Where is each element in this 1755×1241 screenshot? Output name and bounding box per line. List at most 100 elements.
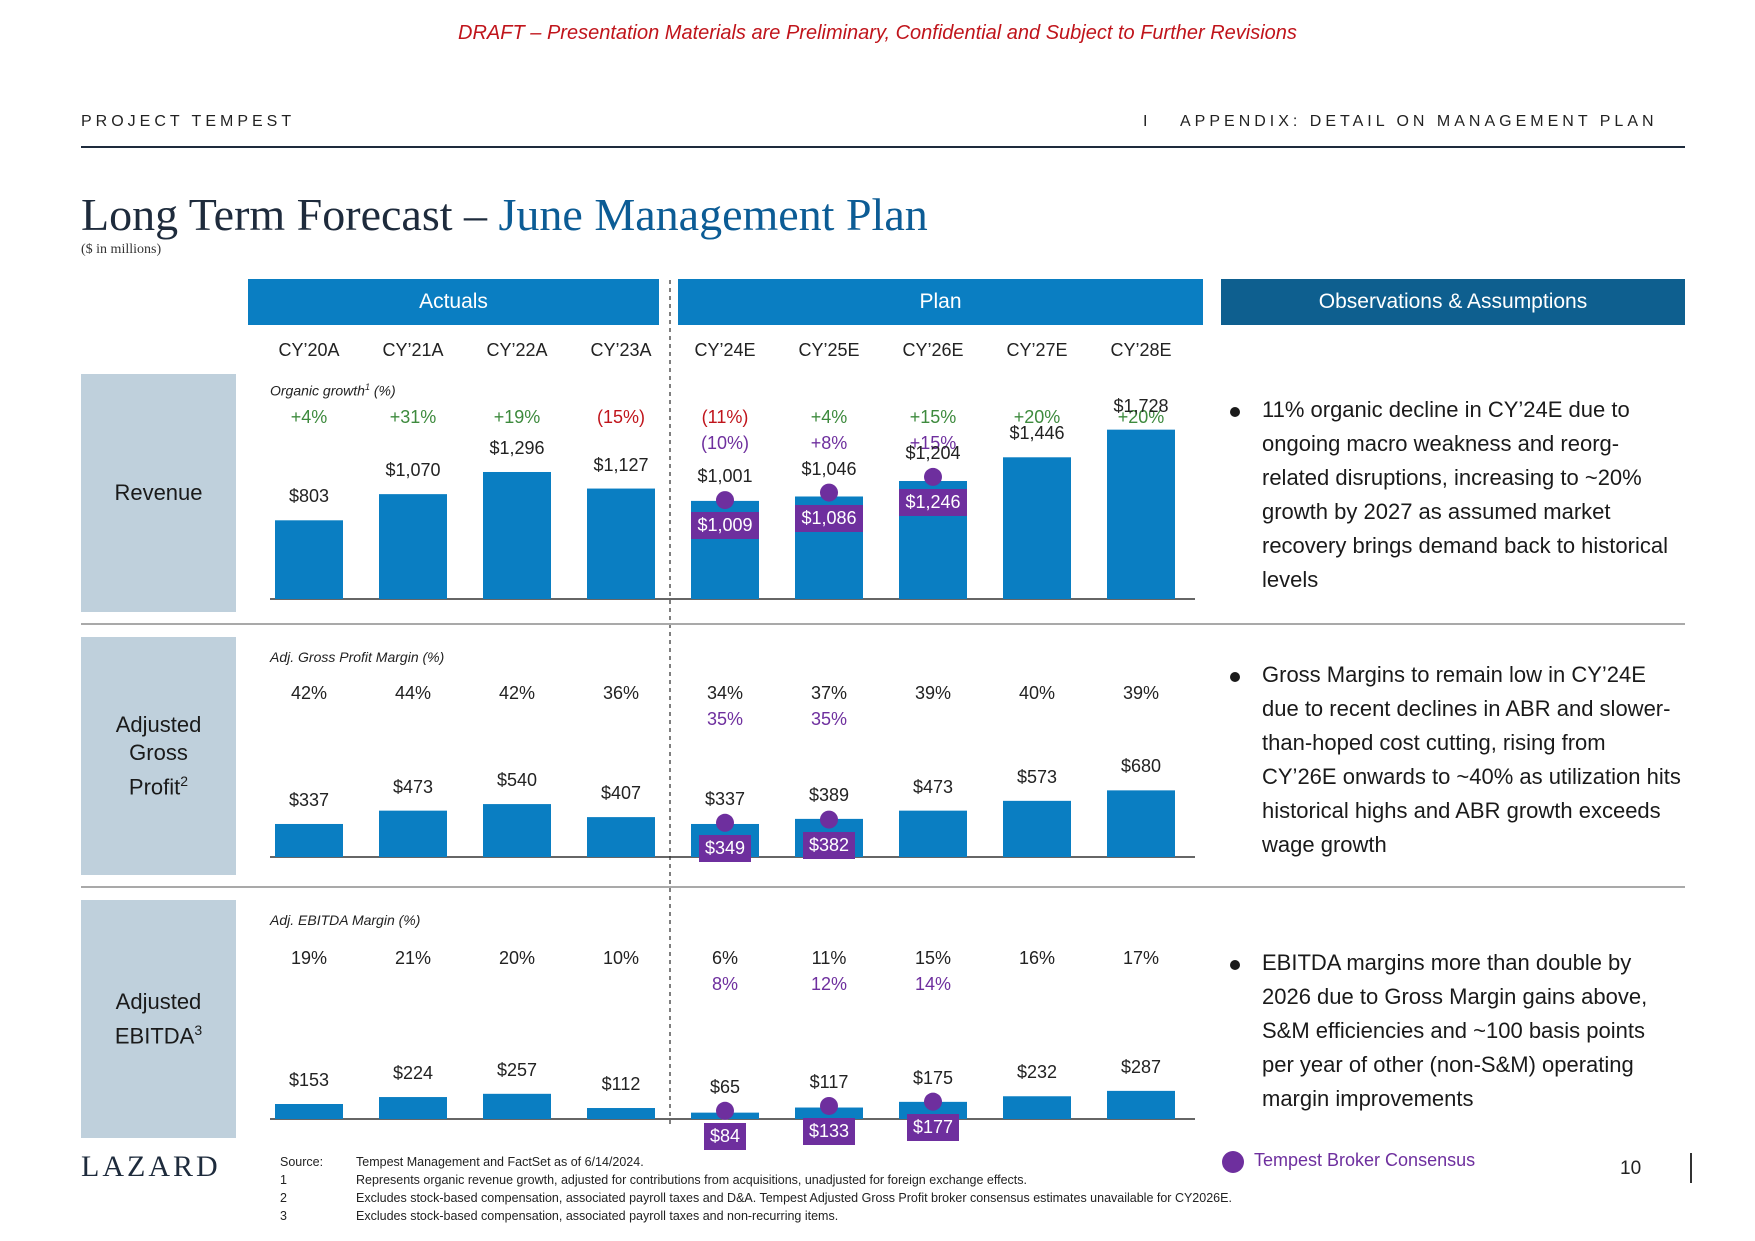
lazard-logo: LAZARD [81,1150,221,1183]
observation-bullet-3 [1230,960,1240,970]
title-main: Long Term Forecast – [81,189,499,240]
ebitda-metric: 21% [394,948,432,968]
year-label: CY’28E [1110,340,1172,360]
source-key: Source: [280,1155,324,1169]
year-label: CY’21A [382,340,444,360]
page-number: 10 [1620,1158,1642,1179]
gross-profit-consensus-marker [716,813,734,832]
gross-profit-metric: 42% [290,683,328,703]
ebitda-consensus-label: $84 [703,1122,747,1150]
revenue-value-label: $1,446 [1009,423,1065,444]
revenue-metric: +4% [290,407,328,427]
ebitda-footnote-ref: 3 [194,1021,203,1038]
footnote-3-text: Excludes stock-based compensation, assoc… [356,1209,839,1223]
revenue-consensus-label: $1,086 [795,504,863,532]
gp-label-3: Profit [128,774,181,800]
revenue-bar [1107,429,1175,599]
gross-profit-bar [275,823,343,857]
gross-profit-side-label: Adjusted Gross Profit2 [81,637,236,875]
ebitda-metric: 17% [1122,948,1160,968]
revenue-consensus-metric: +15% [909,433,957,453]
ebitda-value-label: $117 [809,1071,849,1092]
consensus-legend-marker [1222,1151,1244,1173]
project-name: PROJECT TEMPEST [81,113,296,130]
organic-growth-label: Organic growth1 (%) [270,382,396,399]
ebitda-value-label: $257 [496,1059,538,1080]
revenue-consensus-label: $1,246 [899,488,967,516]
revenue-value-label: $1,204 [905,442,961,463]
revenue-metric: +15% [909,407,957,427]
page-title: Long Term Forecast – June Management Pla… [81,188,928,241]
title-accent: June Management Plan [498,189,928,240]
revenue-bar [587,488,655,599]
ebitda-metric: 10% [602,948,640,968]
gross-profit-bar [379,810,447,857]
gross-profit-bar [587,817,655,857]
section-name: APPENDIX: DETAIL ON MANAGEMENT PLAN [1180,113,1658,130]
gross-profit-value-label: $573 [1016,766,1058,787]
ebitda-margin-label: Adj. EBITDA Margin (%) [270,912,421,928]
ebitda-metric: 6% [711,948,738,968]
ebitda-consensus-metric: 8% [711,974,738,994]
revenue-bar [1003,457,1071,599]
revenue-metric: +20% [1013,407,1061,427]
revenue-bar [275,520,343,599]
revenue-value-label: $803 [288,486,330,507]
source-text: Tempest Management and FactSet as of 6/1… [356,1155,644,1169]
gross-margin-label: Adj. Gross Profit Margin (%) [270,649,445,665]
revenue-consensus-marker [716,491,734,510]
gross-profit-metric: 37% [810,683,848,703]
ebitda-metric: 16% [1018,948,1056,968]
footnote-2-text: Excludes stock-based compensation, assoc… [356,1191,1232,1205]
ebitda-consensus-metric: 14% [914,974,952,994]
ebitda-value-label: $65 [709,1076,741,1097]
gross-profit-consensus-label: $349 [698,834,752,862]
revenue-value-label: $1,070 [385,460,441,481]
ebitda-bar [587,1108,655,1119]
ebitda-metric: 20% [498,948,536,968]
ebitda-bar [275,1104,343,1119]
ebitda-value-label: $287 [1120,1056,1162,1077]
revenue-bar [483,471,551,599]
revenue-consensus-label: $1,009 [691,512,759,540]
observation-bullet-1 [1230,407,1240,417]
gross-profit-metric: 39% [1122,683,1160,703]
year-label: CY’25E [798,340,860,360]
ebitda-label-1: Adjusted [115,988,202,1014]
ebitda-value-label: $112 [601,1074,641,1095]
revenue-side-label: Revenue [81,374,236,612]
gross-profit-bar [1003,800,1071,857]
header-rule [81,146,1685,148]
gross-profit-bar [1107,790,1175,857]
ebitda-metric: 15% [914,948,952,968]
gross-profit-metric: 39% [914,683,952,703]
observations-band: Observations & Assumptions [1221,279,1685,325]
section-separator-2 [81,886,1685,888]
revenue-metric: +19% [493,407,541,427]
gross-profit-value-label: $680 [1120,756,1162,777]
revenue-metric: +31% [389,407,437,427]
ebitda-bar [483,1093,551,1119]
ebitda-consensus-metric: 12% [810,974,848,994]
observation-revenue: 11% organic decline in CY’24E due to ong… [1262,397,1668,592]
consensus-legend-label: Tempest Broker Consensus [1254,1150,1476,1170]
revenue-consensus-metric: +8% [810,433,848,453]
ebitda-consensus-label: $133 [802,1117,856,1145]
gross-profit-bar [483,804,551,857]
gross-profit-metric: 42% [498,683,536,703]
ebitda-metric: 11% [811,948,847,968]
gross-profit-metric: 44% [394,683,432,703]
ebitda-value-label: $224 [392,1063,434,1084]
ebitda-consensus-marker [716,1101,734,1120]
year-label: CY’23A [590,340,652,360]
year-label: CY’20A [278,340,340,360]
revenue-consensus-marker [924,467,942,486]
gross-profit-value-label: $473 [392,776,434,797]
footnote-1-key: 1 [280,1173,287,1187]
ebitda-value-label: $153 [288,1070,330,1090]
gross-profit-consensus-marker [820,810,838,829]
ebitda-label-2: EBITDA [114,1023,195,1049]
gp-footnote-ref: 2 [180,772,189,789]
ebitda-consensus-marker [924,1092,942,1111]
